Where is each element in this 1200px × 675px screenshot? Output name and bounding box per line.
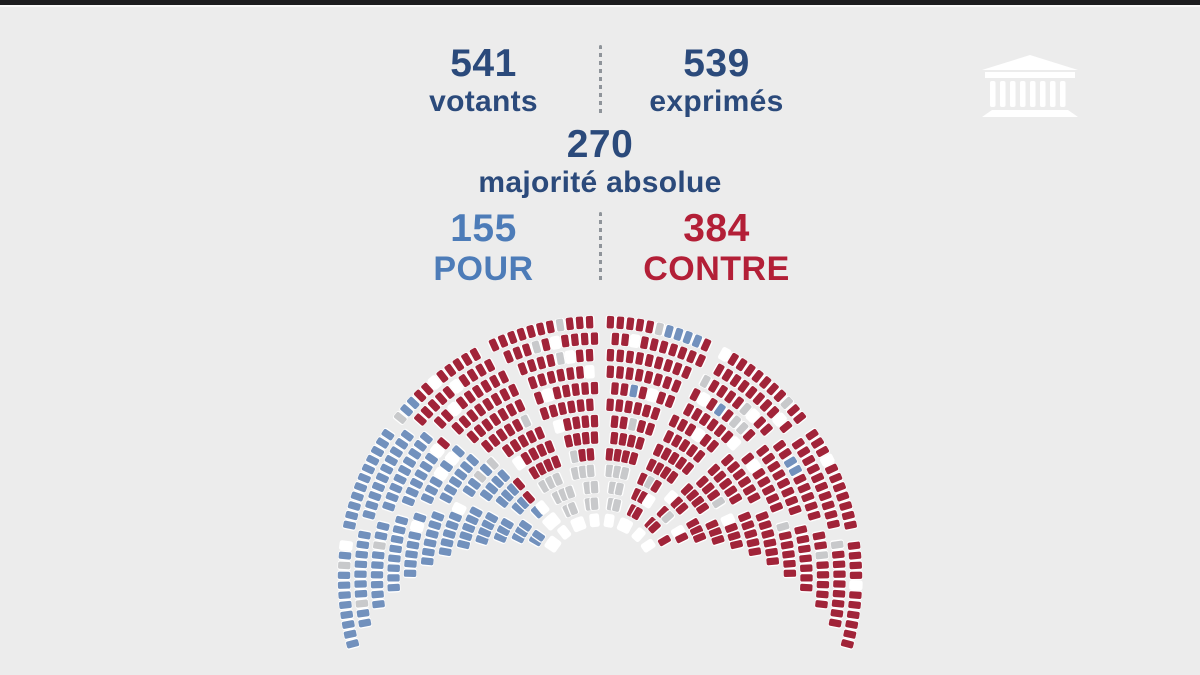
exprimes-value: 539 [683,42,750,85]
top-bar-highlight [0,5,1200,7]
dotted-separator [598,211,602,284]
columns-icon [990,81,1066,107]
majorite-value: 270 [566,123,634,167]
dotted-separator [598,44,602,117]
pour-label: POUR [433,250,534,289]
votants-value: 541 [450,42,517,85]
exprimes-stat: 539 exprimés [649,44,783,117]
pour-stat: 155 POUR [433,206,534,289]
top-bar [0,0,1200,5]
exprimes-label: exprimés [649,84,784,118]
contre-label: CONTRE [643,250,790,289]
turnout-row: 541 votants 539 exprimés [376,44,824,117]
pediment-icon [982,55,1078,70]
pour-value: 155 [450,206,517,250]
hemicycle-seats [337,315,863,650]
majorite-stat: 270 majorité absolue [478,125,721,198]
result-row: 155 POUR 384 CONTRE [376,206,824,289]
assemblee-nationale-logo [982,55,1078,117]
base-icon [982,110,1078,117]
majorite-label: majorité absolue [478,166,722,200]
contre-value: 384 [683,206,750,250]
votants-label: votants [429,84,538,118]
vote-summary: 541 votants 539 exprimés 270 majorité ab… [376,44,824,287]
contre-stat: 384 CONTRE [643,206,790,289]
votants-stat: 541 votants [429,44,538,117]
